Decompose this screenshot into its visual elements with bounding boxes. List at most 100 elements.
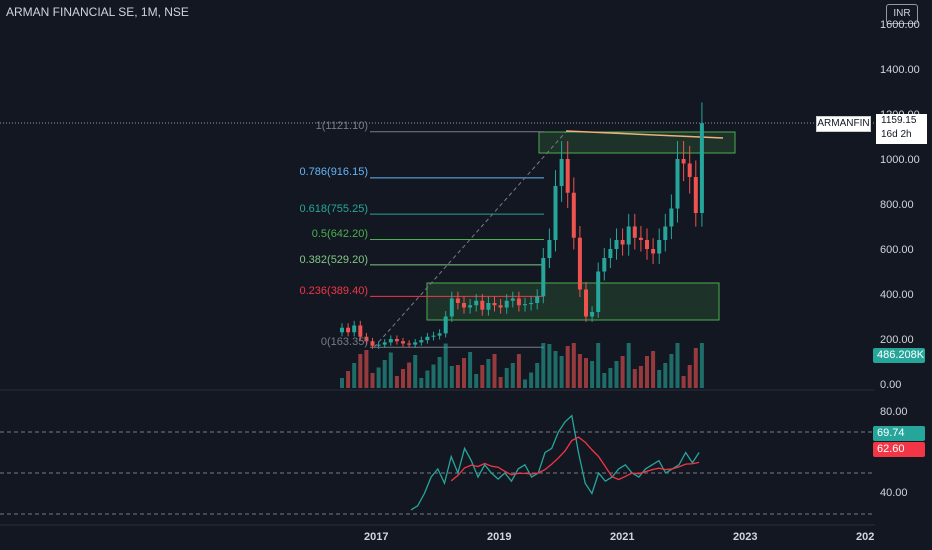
volume-bar <box>413 355 418 388</box>
rsi-tick: 80.00 <box>880 406 908 418</box>
resistance-zone <box>538 131 736 154</box>
volume-bar <box>620 356 625 388</box>
candle-body <box>413 342 418 345</box>
candle-body <box>492 303 497 306</box>
volume-bar <box>699 343 704 388</box>
volume-bar <box>571 343 576 388</box>
volume-bar <box>559 356 564 388</box>
volume-bar <box>626 343 631 388</box>
time-tick: 2021 <box>610 531 635 543</box>
candle-body <box>431 335 436 337</box>
volume-bar <box>419 378 424 388</box>
volume-bar <box>382 360 387 388</box>
symbol-label[interactable]: ARMANFIN <box>816 116 871 132</box>
volume-bar <box>401 369 405 388</box>
candle-body <box>651 249 656 254</box>
candle-body <box>614 240 619 249</box>
volume-bar <box>687 365 692 388</box>
candle-body <box>620 240 625 245</box>
volume-bar <box>675 343 680 388</box>
volume-bar <box>480 365 485 388</box>
volume-bar <box>358 354 363 388</box>
volume-bar <box>651 351 656 388</box>
candle-body <box>364 336 369 342</box>
volume-bar <box>492 354 497 388</box>
volume-bar <box>346 371 351 388</box>
fib-label: 0.236(389.40) <box>299 285 369 297</box>
volume-bar <box>388 352 393 388</box>
fib-label: 0.5(642.20) <box>311 228 368 240</box>
candle-body <box>382 342 387 345</box>
volume-bar <box>498 377 503 388</box>
candle-body <box>346 327 351 333</box>
chart-title: ARMAN FINANCIAL SE, 1M, NSE <box>6 5 189 19</box>
volume-bar <box>663 363 668 388</box>
volume-bar <box>645 356 649 388</box>
candle-body <box>370 341 375 346</box>
volume-bar <box>352 363 357 388</box>
rsi-ma-line <box>450 436 700 482</box>
candle-body <box>529 303 534 305</box>
candle-body <box>401 341 405 344</box>
volume-bar <box>340 378 344 388</box>
fib-label: 0.382(529.20) <box>299 254 369 266</box>
trend-line <box>565 130 724 139</box>
volume-bar <box>614 361 619 388</box>
candle-body <box>358 325 363 337</box>
time-tick: 2019 <box>487 531 512 543</box>
candle-body <box>602 258 607 272</box>
candle-body <box>468 305 473 308</box>
candle-body <box>699 123 704 213</box>
candle-body <box>535 296 540 303</box>
currency-badge[interactable]: INR <box>886 4 918 24</box>
candle-body <box>455 298 460 303</box>
volume-bar <box>638 366 643 388</box>
volume-bar <box>669 354 674 388</box>
rsi-tick: 40.00 <box>880 487 908 499</box>
candle-body <box>449 298 454 317</box>
time-tick: 202 <box>856 531 875 543</box>
candle-body <box>657 240 662 254</box>
volume-bar <box>577 354 582 388</box>
candle-body <box>663 226 668 240</box>
volume-bar <box>449 366 454 388</box>
candle-body <box>486 303 491 310</box>
price-tick: 1400.00 <box>880 64 920 76</box>
volume-bar <box>590 361 595 388</box>
candle-body <box>352 325 357 333</box>
rsi-line <box>410 414 700 511</box>
bar-countdown: 16d 2h <box>881 129 912 140</box>
fib-label: 0.786(916.15) <box>299 166 369 178</box>
last-price-box[interactable]: 1159.15 16d 2h <box>876 114 927 144</box>
price-tick: 800.00 <box>880 199 914 211</box>
volume-bar <box>510 363 515 388</box>
volume-bar <box>693 348 698 388</box>
candle-body <box>596 271 601 312</box>
candle-body <box>474 300 479 306</box>
candle-body <box>419 340 424 343</box>
volume-bar <box>431 364 436 388</box>
volume-bar <box>443 343 448 388</box>
volume-bar <box>455 365 460 388</box>
volume-bar <box>468 352 473 388</box>
candle-body <box>626 226 631 245</box>
candle-body <box>565 159 570 193</box>
price-tick: 200.00 <box>880 334 914 346</box>
volume-bar <box>541 343 546 388</box>
volume-bar <box>516 354 521 388</box>
candle-body <box>462 303 466 308</box>
candle-body <box>504 300 509 308</box>
volume-bar <box>504 368 509 388</box>
volume-bar <box>486 359 491 388</box>
volume-bar <box>632 369 637 388</box>
volume-bar <box>547 344 552 388</box>
candle-body <box>376 344 381 346</box>
time-tick: 2023 <box>733 531 758 543</box>
volume-bar <box>681 376 686 388</box>
volume-bar <box>370 373 375 388</box>
candle-body <box>394 339 399 342</box>
candle-body <box>480 300 485 310</box>
volume-bar <box>529 372 534 388</box>
candle-body <box>559 159 564 186</box>
